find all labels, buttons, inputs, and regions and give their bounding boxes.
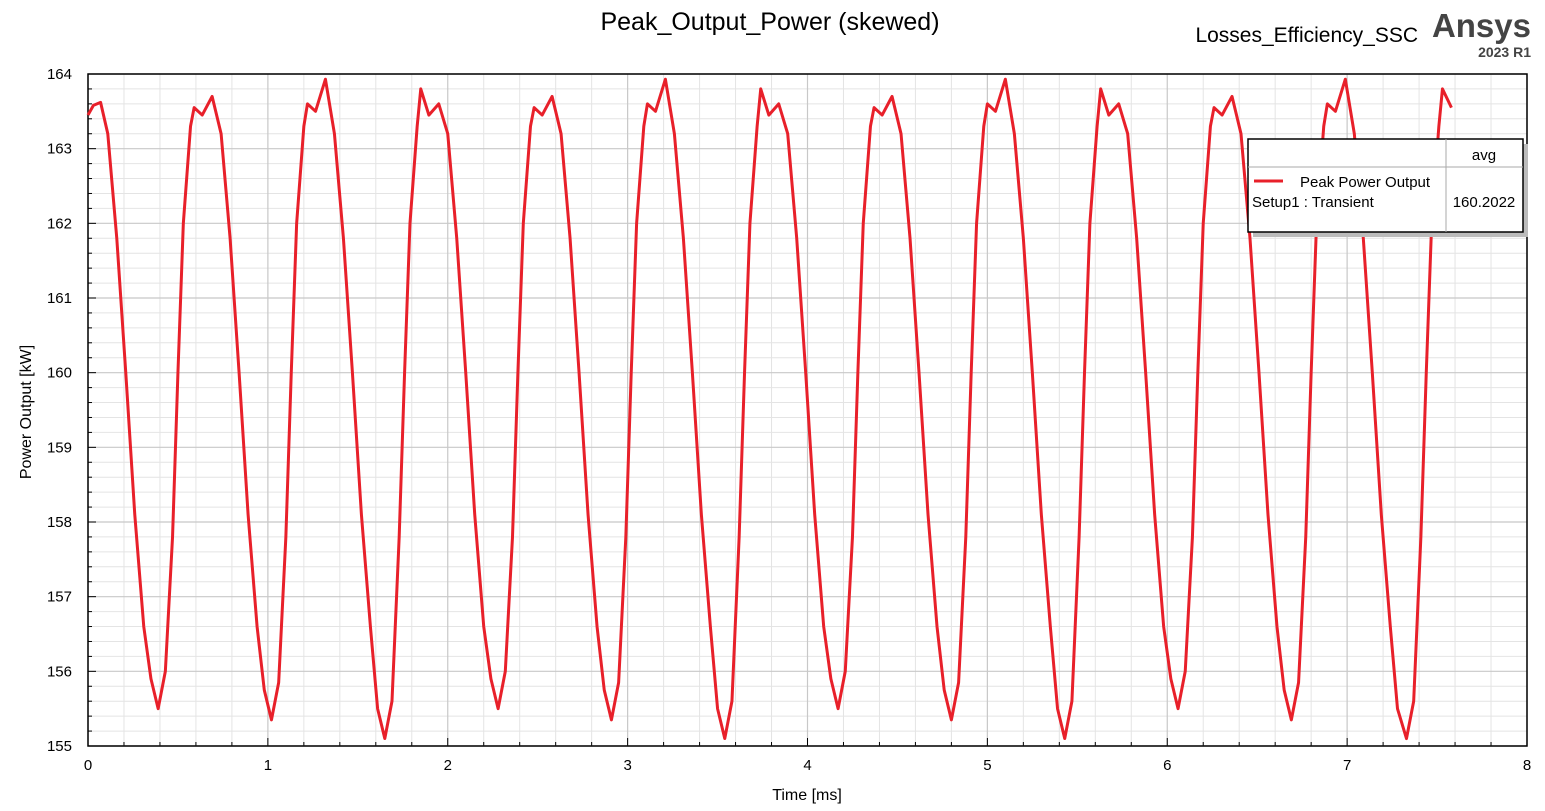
x-tick-label: 7 xyxy=(1343,757,1351,774)
brand: Ansys xyxy=(1432,7,1531,44)
legend-context: Setup1 : Transient xyxy=(1252,194,1375,211)
y-tick-label: 160 xyxy=(47,365,72,382)
x-tick-label: 5 xyxy=(983,757,991,774)
legend-avg: 160.2022 xyxy=(1453,194,1516,211)
data-line xyxy=(86,77,1453,741)
legend-box xyxy=(1247,138,1524,233)
y-tick-label: 158 xyxy=(47,514,72,531)
y-tick-label: 155 xyxy=(47,738,72,755)
version: 2023 R1 xyxy=(1478,44,1531,60)
chart-title: Peak_Output_Power (skewed) xyxy=(600,8,939,36)
x-tick-label: 2 xyxy=(444,757,452,774)
x-tick-label: 3 xyxy=(623,757,631,774)
y-tick-label: 163 xyxy=(47,141,72,158)
y-tick-label: 161 xyxy=(47,290,72,307)
y-tick-label: 156 xyxy=(47,663,72,680)
x-tick-label: 8 xyxy=(1523,757,1531,774)
legend-header: avg xyxy=(1472,147,1496,164)
y-tick-label: 164 xyxy=(47,66,72,83)
chart-subtitle: Losses_Efficiency_SSC xyxy=(1195,24,1418,47)
plot-frame xyxy=(87,73,1528,747)
x-axis-label: Time [ms] xyxy=(772,787,842,804)
y-tick-label: 157 xyxy=(47,589,72,606)
x-tick-label: 6 xyxy=(1163,757,1171,774)
x-tick-label: 1 xyxy=(264,757,272,774)
y-axis-label: Power Output [kW] xyxy=(18,345,35,479)
y-tick-label: 162 xyxy=(47,215,72,232)
y-tick-label: 159 xyxy=(47,439,72,456)
legend-label: Peak Power Output xyxy=(1300,174,1431,191)
x-tick-label: 0 xyxy=(84,757,92,774)
x-tick-label: 4 xyxy=(803,757,811,774)
